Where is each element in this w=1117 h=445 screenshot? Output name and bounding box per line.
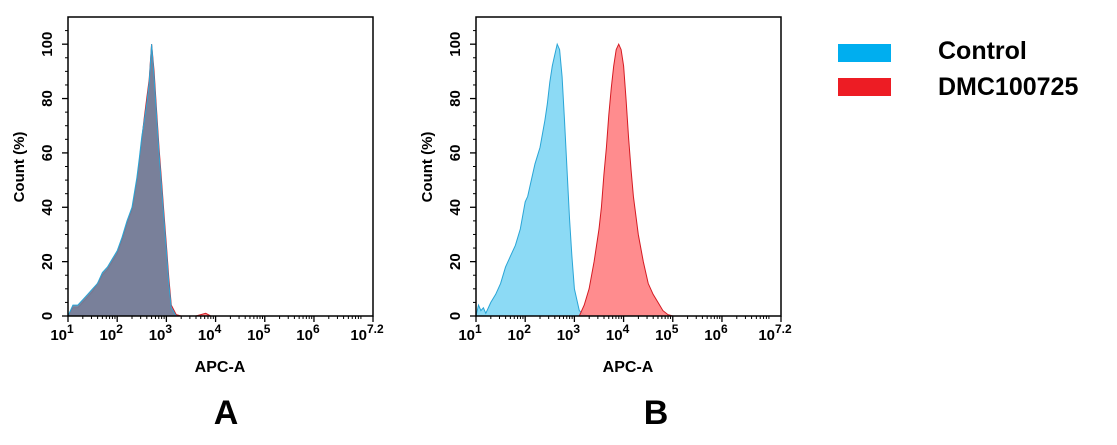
panel-a-xtick-label-7-2: 107.2 [350,322,384,344]
panel-a-xtick-label-6: 106 [296,322,320,344]
panel-a-ylabel: Count (%) [11,132,28,203]
panel-a-ytick-label-80: 80 [39,90,56,107]
panel-b-axis-ticks: 0 20 40 60 80 100 101 102 103 104 105 106 107.2 [447,30,792,344]
panel-a-xtick-label-4: 104 [198,322,222,344]
legend-label-control: Control [938,37,1027,65]
panel-b-ytick-label-80: 80 [447,90,464,107]
panel-b-ytick-label-60: 60 [447,145,464,162]
panel-a-xlabel: APC-A [195,359,246,376]
legend-swatch-control [838,44,891,62]
panel-b-xtick-label-7-2: 107.2 [758,322,792,344]
panel-b-series-layer [476,42,673,316]
panel-b-ytick-label-0: 0 [447,312,464,320]
panel-a-areas [68,44,216,316]
panel-b-xtick-label-6: 106 [704,322,728,344]
panel-a-ytick-label-60: 60 [39,145,56,162]
panel-b-ylabel: Count (%) [419,132,436,203]
panel-b-xtick-label-4: 104 [606,322,630,344]
panel-b-xtick-label-5: 105 [655,322,679,344]
panel-b-xtick-label-2: 102 [508,322,532,344]
panel-b-ytick-label-40: 40 [447,199,464,216]
panel-a-chart: 0 20 40 60 80 100 101 102 103 104 105 106 107.2 Coun… [11,16,384,432]
panel-a-ytick-label-40: 40 [39,199,56,216]
panel-b-ytick-label-20: 20 [447,253,464,270]
panel-a-series-control [68,44,177,316]
panel-b-ytick-label-100: 100 [447,32,464,57]
panel-a-xtick-label-2: 102 [100,322,124,344]
panel-a-label: A [214,394,239,432]
panel-a-xtick-label-3: 103 [149,322,173,344]
panel-a-xtick-label-1: 101 [50,322,74,344]
panel-b-xtick-label-1: 101 [458,322,482,344]
legend: Control DMC100725 [838,37,1078,101]
panel-a-xtick-label-5: 105 [247,322,271,344]
panel-b-label: B [644,394,669,432]
panel-b-chart: 0 20 40 60 80 100 101 102 103 104 105 106 107.2 Coun… [419,16,792,432]
panel-b-xlabel: APC-A [603,359,654,376]
panel-a-axis-ticks: 0 20 40 60 80 100 101 102 103 104 105 106 107.2 [39,30,384,344]
legend-label-dmc100725: DMC100725 [938,73,1078,101]
panel-a-ytick-label-20: 20 [39,253,56,270]
panel-a-ytick-label-100: 100 [39,32,56,57]
panel-b-series-control [476,42,590,316]
panel-b-areas [476,42,673,316]
panel-b-series-dmc100725 [578,42,673,316]
panel-b-xtick-label-3: 103 [557,322,581,344]
panel-a-series-layer [68,44,216,316]
legend-swatch-dmc100725 [838,78,891,96]
panel-a-ytick-label-0: 0 [39,312,56,320]
